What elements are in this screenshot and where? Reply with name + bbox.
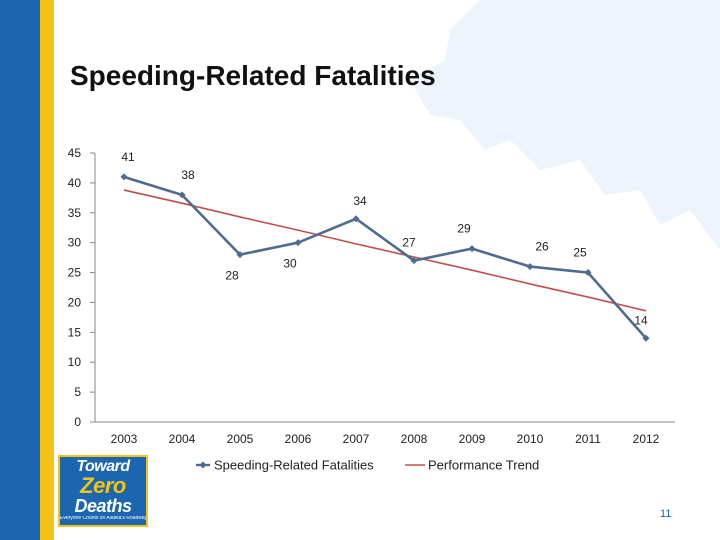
y-tick-labels: 0 5 10 15 20 25 30 35 40 45 — [68, 146, 82, 429]
data-point-marker — [642, 334, 650, 342]
trend-series — [123, 189, 647, 312]
y-tick-label: 15 — [68, 325, 82, 339]
x-tick-label: 2012 — [633, 432, 660, 446]
legend-marker-fatalities — [199, 461, 207, 469]
data-point-marker — [178, 191, 186, 199]
data-label: 41 — [121, 150, 135, 164]
y-tick-label: 45 — [68, 146, 82, 160]
legend-label-trend: Performance Trend — [428, 458, 539, 473]
alaska-map-watermark — [410, 0, 720, 250]
x-tick-label: 2007 — [343, 432, 370, 446]
data-label: 38 — [181, 168, 195, 182]
chart-axes — [90, 152, 675, 423]
x-tick-label: 2009 — [459, 432, 486, 446]
data-point-marker — [584, 269, 592, 277]
data-label: 26 — [535, 240, 549, 254]
data-label: 28 — [225, 269, 239, 283]
chart-legend: Speeding-Related Fatalities Performance T… — [196, 458, 539, 473]
x-tick-label: 2004 — [169, 432, 196, 446]
x-tick-label: 2006 — [285, 432, 312, 446]
brand-stripe-blue — [0, 0, 40, 540]
x-tick-label: 2005 — [227, 432, 254, 446]
x-tick-label: 2011 — [575, 432, 601, 446]
x-tick-labels: 2003 2004 2005 2006 2007 2008 2009 2010 2011 2012 — [111, 432, 660, 446]
data-label: 29 — [457, 222, 471, 236]
page-number: 11 — [660, 508, 672, 520]
series-line — [123, 175, 647, 340]
data-point-marker — [526, 263, 534, 271]
legend-label-fatalities: Speeding-Related Fatalities — [214, 458, 374, 473]
data-point-marker — [410, 257, 418, 265]
trend-line — [123, 189, 647, 312]
y-tick-label: 0 — [74, 415, 81, 429]
data-point-marker — [352, 215, 360, 223]
data-point-marker — [236, 251, 244, 259]
data-point-marker — [120, 173, 128, 181]
y-tick-label: 35 — [68, 206, 82, 220]
y-tick-label: 25 — [68, 266, 82, 280]
toward-zero-deaths-logo: Toward Zero Deaths Everyone Counts on Al… — [58, 455, 148, 527]
data-label: 14 — [634, 313, 648, 327]
data-label: 30 — [283, 257, 297, 271]
data-point-marker — [468, 245, 476, 253]
x-tick-label: 2010 — [517, 432, 544, 446]
slide-title: Speeding-Related Fatalities — [70, 60, 436, 91]
data-label: 25 — [573, 246, 587, 260]
brand-stripe-gold — [40, 0, 54, 540]
x-tick-label: 2003 — [111, 432, 138, 446]
data-point-marker — [294, 239, 302, 247]
fatalities-series — [120, 173, 650, 342]
data-label: 34 — [353, 194, 367, 208]
y-tick-label: 20 — [68, 295, 82, 309]
y-tick-label: 5 — [74, 385, 81, 399]
y-tick-label: 40 — [68, 176, 82, 190]
data-labels: 41 38 28 30 34 27 29 26 25 14 — [121, 150, 648, 327]
y-tick-label: 10 — [68, 355, 82, 369]
x-tick-label: 2008 — [401, 432, 428, 446]
data-label: 27 — [402, 236, 416, 250]
y-tick-label: 30 — [68, 236, 82, 250]
